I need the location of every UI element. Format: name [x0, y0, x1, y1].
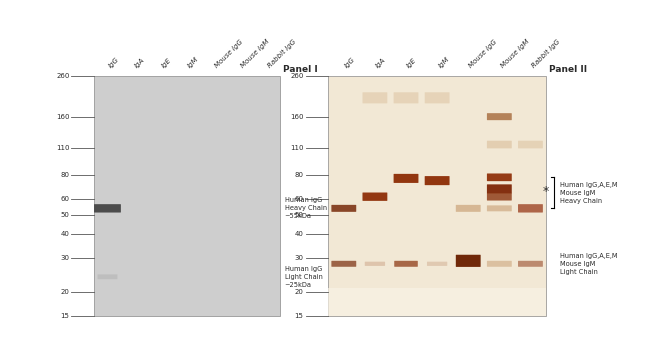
Text: 60: 60	[294, 196, 304, 203]
Text: IgA: IgA	[134, 56, 146, 69]
Text: Rabbit IgG: Rabbit IgG	[266, 38, 297, 69]
Text: IgE: IgE	[161, 57, 172, 69]
FancyBboxPatch shape	[487, 184, 512, 193]
Text: 40: 40	[60, 231, 70, 237]
Text: Human IgG,A,E,M
Mouse IgM
Light Chain: Human IgG,A,E,M Mouse IgM Light Chain	[560, 253, 617, 275]
FancyBboxPatch shape	[94, 204, 121, 213]
Text: 50: 50	[294, 212, 304, 218]
FancyBboxPatch shape	[363, 92, 387, 104]
Text: Panel I: Panel I	[283, 65, 317, 74]
FancyBboxPatch shape	[456, 255, 480, 267]
FancyBboxPatch shape	[487, 261, 512, 267]
Text: 30: 30	[294, 255, 304, 261]
Text: 60: 60	[60, 196, 70, 203]
Text: Human IgG,A,E,M
Mouse IgM
Heavy Chain: Human IgG,A,E,M Mouse IgM Heavy Chain	[560, 182, 617, 204]
FancyBboxPatch shape	[487, 113, 512, 120]
Text: IgA: IgA	[375, 56, 387, 69]
Text: IgG: IgG	[107, 56, 120, 69]
FancyBboxPatch shape	[487, 173, 512, 181]
Text: 15: 15	[294, 313, 304, 320]
Text: 40: 40	[294, 231, 304, 237]
Text: Mouse IgG: Mouse IgG	[213, 39, 244, 69]
Text: 80: 80	[60, 172, 70, 178]
FancyBboxPatch shape	[518, 141, 543, 148]
FancyBboxPatch shape	[424, 176, 450, 185]
Text: Rabbit IgG: Rabbit IgG	[530, 38, 561, 69]
FancyBboxPatch shape	[427, 262, 447, 266]
Text: 160: 160	[56, 114, 70, 120]
FancyBboxPatch shape	[332, 205, 356, 212]
Text: *: *	[542, 185, 549, 198]
Bar	[94, 76, 280, 316]
FancyBboxPatch shape	[395, 261, 418, 267]
Text: 30: 30	[60, 255, 70, 261]
Text: IgM: IgM	[437, 56, 450, 69]
Bar	[328, 76, 546, 316]
Text: 20: 20	[294, 289, 304, 295]
Text: 110: 110	[290, 145, 304, 151]
Text: Mouse IgM: Mouse IgM	[240, 38, 270, 69]
Text: 260: 260	[290, 73, 304, 79]
Text: Mouse IgG: Mouse IgG	[468, 39, 499, 69]
FancyBboxPatch shape	[424, 92, 450, 104]
FancyBboxPatch shape	[518, 261, 543, 267]
FancyBboxPatch shape	[365, 262, 385, 266]
FancyBboxPatch shape	[98, 275, 118, 279]
FancyBboxPatch shape	[363, 193, 387, 201]
Text: Panel II: Panel II	[549, 65, 588, 74]
Text: 260: 260	[56, 73, 70, 79]
Text: 20: 20	[60, 289, 70, 295]
Text: IgM: IgM	[187, 56, 200, 69]
Text: Human IgG
Light Chain
~25kDa: Human IgG Light Chain ~25kDa	[285, 266, 322, 288]
Text: IgE: IgE	[406, 57, 418, 69]
FancyBboxPatch shape	[487, 193, 512, 201]
Text: IgG: IgG	[344, 56, 357, 69]
FancyBboxPatch shape	[487, 141, 512, 148]
Text: 110: 110	[56, 145, 70, 151]
FancyBboxPatch shape	[394, 92, 419, 104]
FancyBboxPatch shape	[487, 205, 512, 211]
FancyBboxPatch shape	[394, 174, 419, 183]
Text: 80: 80	[294, 172, 304, 178]
Text: Mouse IgM: Mouse IgM	[499, 38, 530, 69]
Bar	[328, 288, 546, 316]
Text: 15: 15	[60, 313, 70, 320]
Text: 160: 160	[290, 114, 304, 120]
Text: 50: 50	[60, 212, 70, 218]
FancyBboxPatch shape	[332, 261, 356, 267]
FancyBboxPatch shape	[456, 205, 480, 212]
Text: Human IgG
Heavy Chain
~55kDa: Human IgG Heavy Chain ~55kDa	[285, 197, 327, 219]
FancyBboxPatch shape	[518, 204, 543, 213]
